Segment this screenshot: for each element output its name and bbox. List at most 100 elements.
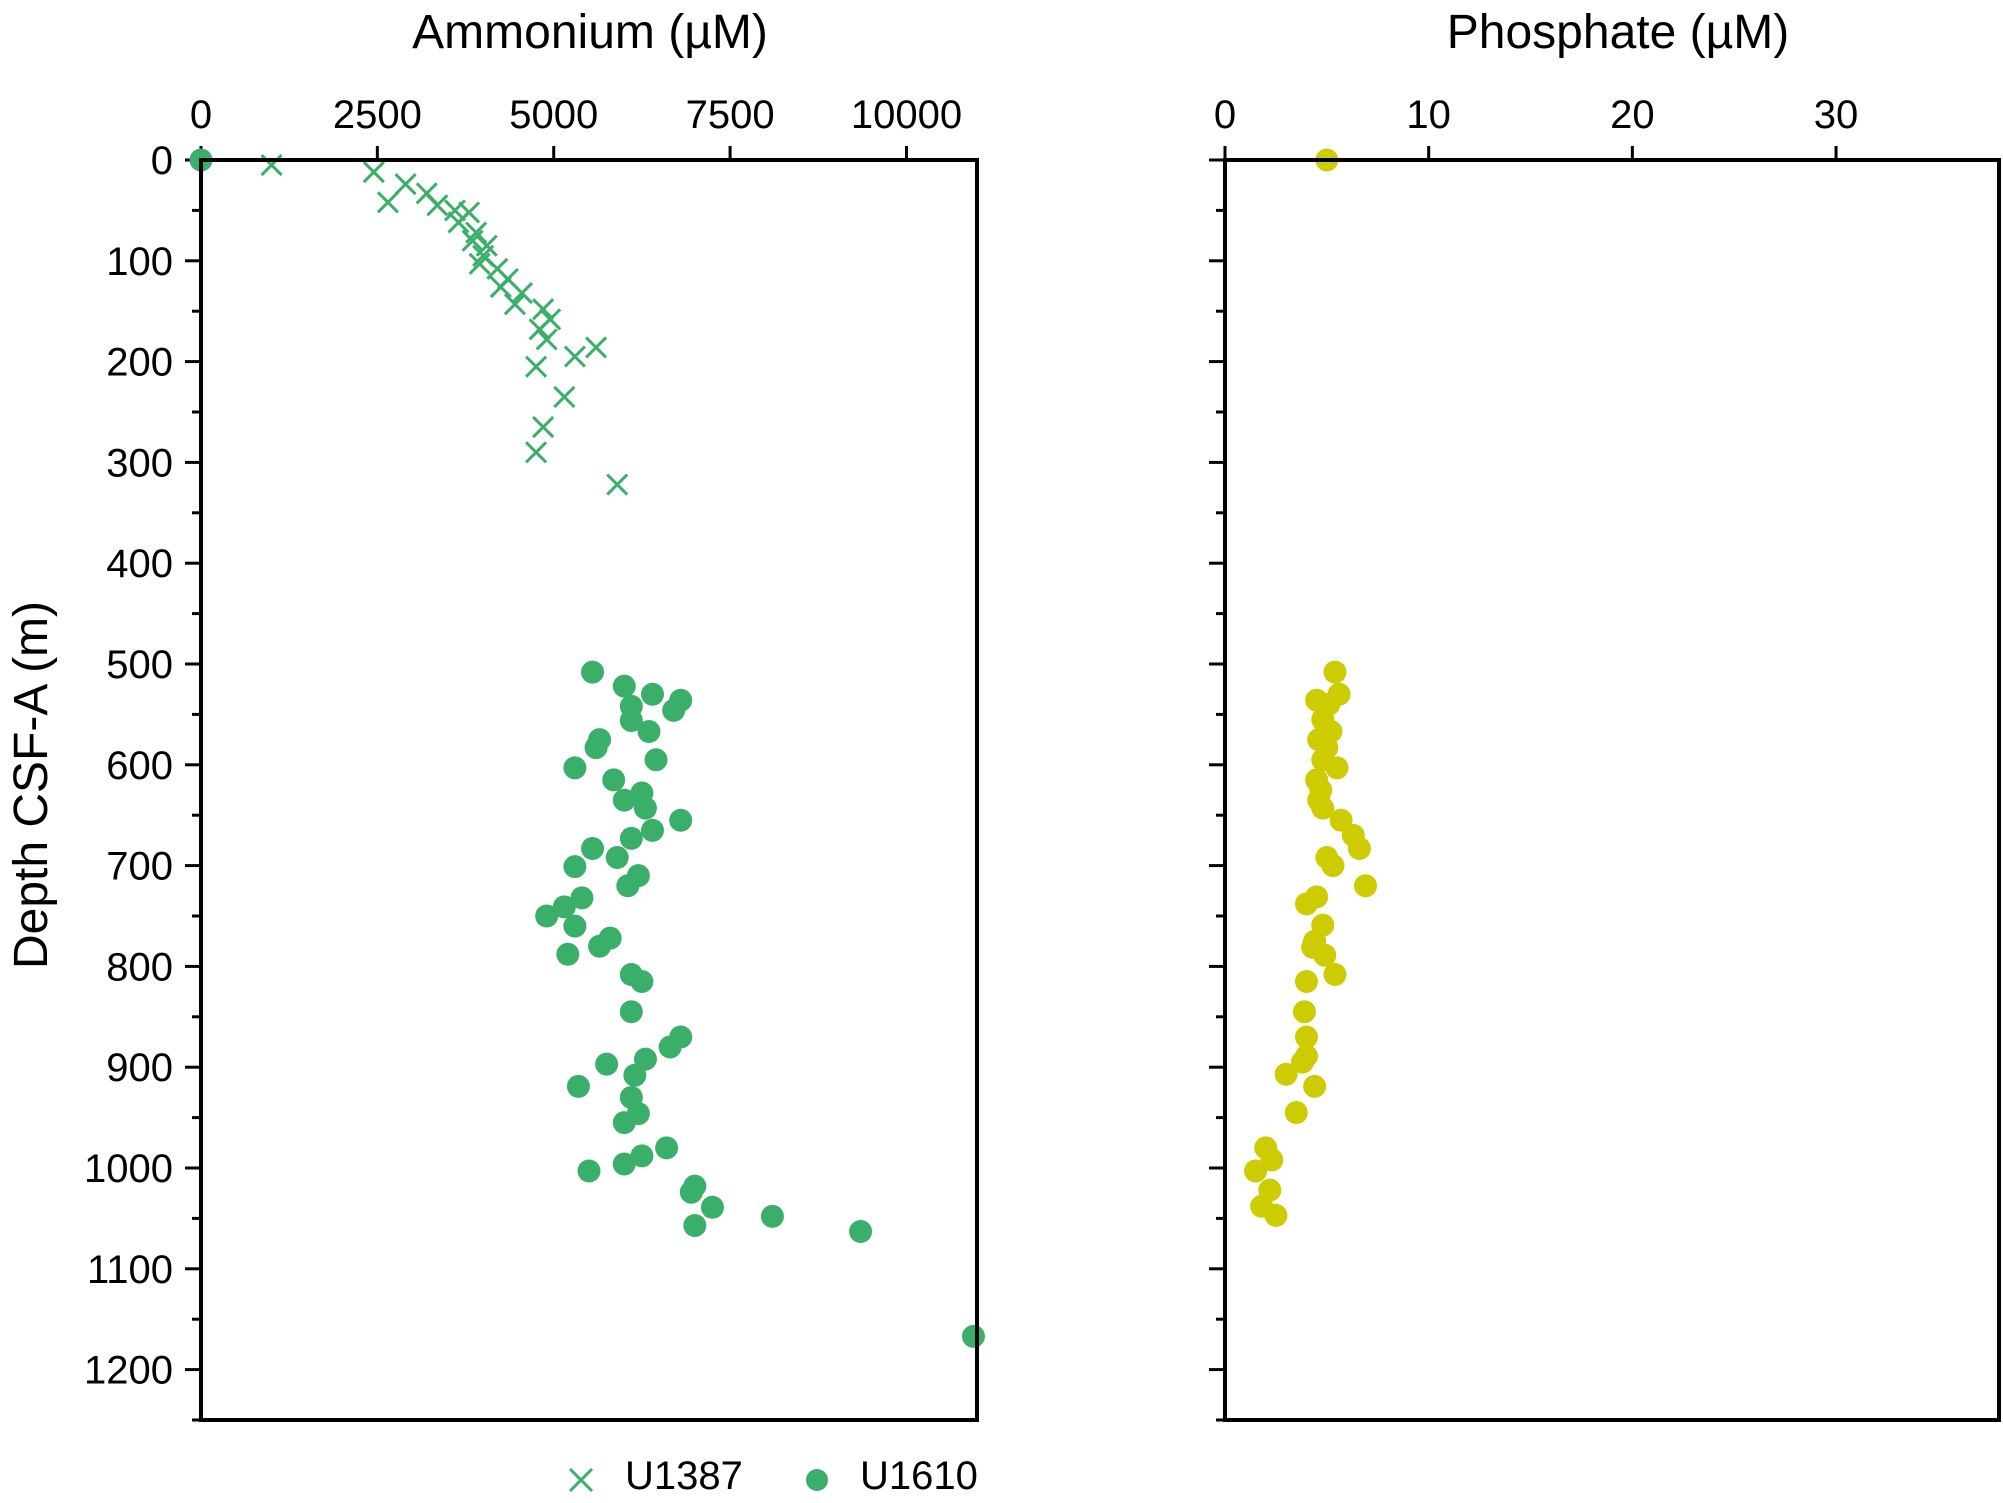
y-tick-label: 100 xyxy=(106,240,173,284)
point-u1610 xyxy=(1294,1025,1318,1049)
point-u1387 xyxy=(535,328,558,351)
legend: U1387 U1610 xyxy=(568,1454,978,1498)
point-u1610 xyxy=(563,914,587,938)
point-u1387 xyxy=(362,161,385,184)
point-u1610 xyxy=(640,818,664,842)
point-u1387 xyxy=(465,221,488,244)
y-tick-label: 700 xyxy=(106,845,173,889)
point-u1610 xyxy=(612,1152,636,1176)
point-u1610 xyxy=(658,1035,682,1059)
y-tick-label: 200 xyxy=(106,341,173,385)
point-u1610 xyxy=(1323,962,1347,986)
legend-marker-u1387 xyxy=(568,1467,594,1493)
x-tick-label: 0 xyxy=(1214,93,1236,137)
ammonium-points xyxy=(189,148,985,1348)
point-u1387 xyxy=(584,336,608,359)
point-u1610 xyxy=(556,942,580,966)
ammonium-y-ticks: 0 100 200 300 400 500 600 700 800 900 1000 1100 1200 xyxy=(84,139,201,1422)
point-u1610 xyxy=(633,796,657,820)
point-u1610 xyxy=(619,1000,643,1024)
point-u1610 xyxy=(630,970,654,994)
x-tick-label: 7500 xyxy=(686,93,775,137)
point-u1610 xyxy=(563,756,587,780)
phosphate-x-ticks: 0 10 20 30 xyxy=(1214,93,1858,160)
y-tick-label: 500 xyxy=(106,643,173,687)
point-u1610 xyxy=(581,836,605,860)
depth-axis-title: Depth CSF-A (m) xyxy=(5,601,58,969)
point-u1610 xyxy=(1323,660,1347,684)
point-u1610 xyxy=(700,1195,724,1219)
point-u1610 xyxy=(595,1052,619,1076)
point-u1610 xyxy=(637,720,661,744)
point-u1387 xyxy=(525,441,548,464)
point-u1610 xyxy=(612,1111,636,1135)
point-u1610 xyxy=(1292,1000,1316,1024)
x-tick-label: 30 xyxy=(1814,93,1859,137)
point-u1387 xyxy=(532,416,555,439)
point-u1610 xyxy=(683,1213,707,1237)
x-tick-label: 0 xyxy=(190,93,212,137)
x-tick-label: 5000 xyxy=(509,93,598,137)
point-u1610 xyxy=(1311,796,1335,820)
point-u1610 xyxy=(1321,854,1345,878)
point-u1610 xyxy=(1303,1074,1327,1098)
point-u1610 xyxy=(619,826,643,850)
x-tick-label: 20 xyxy=(1610,93,1655,137)
point-u1610 xyxy=(662,698,686,722)
point-u1610 xyxy=(1274,1062,1298,1086)
point-u1610 xyxy=(655,1136,679,1160)
point-u1610 xyxy=(563,855,587,879)
phosphate-plot-frame xyxy=(1223,158,2001,1422)
point-u1387 xyxy=(563,345,586,368)
y-tick-label: 800 xyxy=(106,945,173,989)
point-u1610 xyxy=(644,748,668,772)
y-tick-label: 1100 xyxy=(87,1248,173,1292)
point-u1610 xyxy=(1244,1159,1268,1183)
point-u1387 xyxy=(525,355,548,378)
point-u1610 xyxy=(1284,1101,1308,1125)
point-u1387 xyxy=(532,298,555,321)
point-u1610 xyxy=(605,846,629,870)
point-u1610 xyxy=(630,1144,654,1168)
point-u1610 xyxy=(616,874,640,898)
x-tick-label: 2500 xyxy=(333,93,422,137)
y-tick-label: 1200 xyxy=(84,1349,173,1393)
ammonium-x-ticks: 0 2500 5000 7500 10000 xyxy=(190,93,962,160)
point-u1610 xyxy=(1347,836,1371,860)
point-u1387 xyxy=(553,385,576,408)
x-tick-label: 10 xyxy=(1406,93,1451,137)
x-tick-label: 10000 xyxy=(851,93,962,137)
point-u1610 xyxy=(552,895,576,919)
panel-ammonium: Ammonium (µM) Depth CSF-A (m) 0 100 200 300… xyxy=(5,6,985,1422)
point-u1610 xyxy=(623,1063,647,1087)
y-tick-label: 1000 xyxy=(84,1147,173,1191)
point-u1387 xyxy=(528,318,551,341)
point-u1610 xyxy=(669,808,693,832)
y-tick-label: 900 xyxy=(106,1046,173,1090)
point-u1610 xyxy=(1294,970,1318,994)
point-u1610 xyxy=(535,904,559,928)
point-u1610 xyxy=(849,1220,873,1244)
point-u1387 xyxy=(394,173,417,196)
phosphate-points xyxy=(1244,148,1378,1227)
y-tick-label: 0 xyxy=(151,139,173,183)
point-u1610 xyxy=(1354,874,1378,898)
point-u1610 xyxy=(640,682,664,706)
legend-marker-u1610 xyxy=(806,1469,828,1491)
point-u1610 xyxy=(1325,756,1349,780)
ammonium-plot-frame xyxy=(199,158,979,1422)
point-u1610 xyxy=(612,788,636,812)
y-tick-label: 300 xyxy=(106,441,173,485)
point-u1610 xyxy=(760,1204,784,1228)
panel-phosphate: Phosphate (µM) 0 10 20 30 xyxy=(1209,6,2001,1422)
point-u1387 xyxy=(503,293,526,316)
legend-label-u1387: U1387 xyxy=(625,1454,743,1498)
point-u1610 xyxy=(1260,1148,1284,1172)
y-tick-label: 400 xyxy=(106,542,173,586)
point-u1610 xyxy=(679,1180,703,1204)
y-tick-label: 600 xyxy=(106,744,173,788)
point-u1610 xyxy=(1294,892,1318,916)
point-u1387 xyxy=(447,211,470,234)
point-u1387 xyxy=(510,281,534,305)
